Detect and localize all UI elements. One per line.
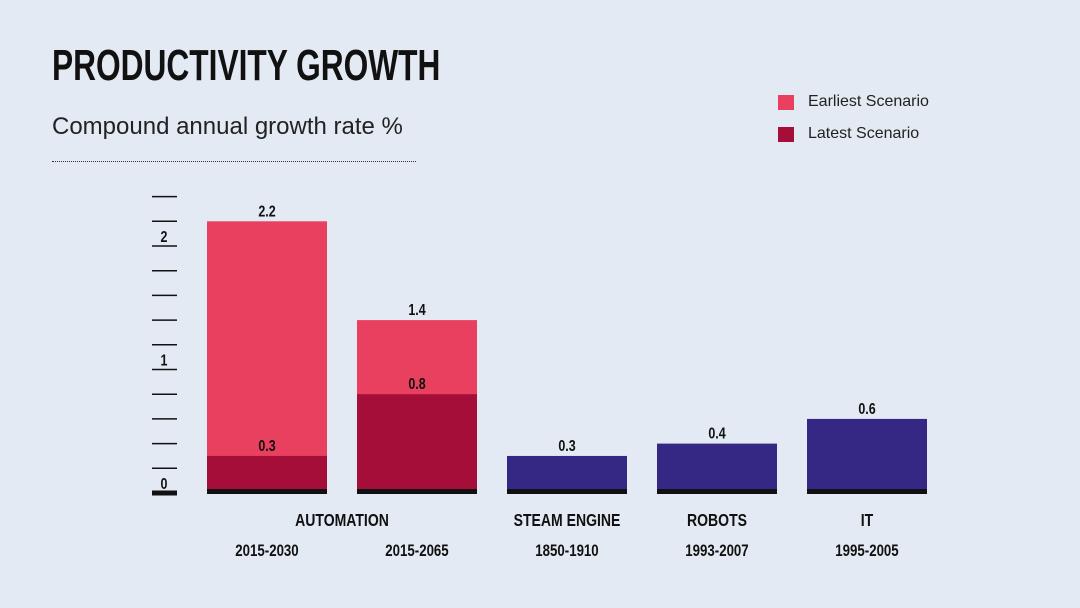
bar-historical [807,418,927,493]
data-label-earliest: 1.4 [408,302,425,320]
data-label-historical: 0.3 [558,438,575,456]
data-label-latest: 0.3 [258,438,275,456]
legend: Earliest Scenario Latest Scenario [778,86,929,150]
bar-baseline [657,489,777,494]
y-tick-label: 0 [161,476,168,494]
bar-historical [507,455,627,493]
bar-baseline [357,489,477,494]
bar-baseline [507,489,627,494]
data-label-historical: 0.4 [708,425,725,443]
bar-baseline [807,489,927,494]
y-tick-label: 1 [161,352,168,370]
legend-label-latest: Latest Scenario [808,125,920,142]
bar-earliest [207,221,327,494]
period-label: 2015-2030 [235,542,298,561]
period-label: 1993-2007 [685,542,748,561]
data-label-historical: 0.6 [858,401,875,419]
legend-swatch-earliest [778,94,794,110]
group-label: IT [861,510,874,530]
period-label: 1995-2005 [835,542,899,561]
bar-latest [357,394,477,493]
data-label-earliest: 2.2 [258,203,275,221]
group-label: AUTOMATION [295,510,389,530]
bar-baseline [207,489,327,494]
legend-label-earliest: Earliest Scenario [808,93,929,110]
title-divider [52,161,416,162]
legend-item-earliest: Earliest Scenario [778,86,929,118]
chart-subtitle: Compound annual growth rate % [52,113,403,140]
legend-item-latest: Latest Scenario [778,118,929,150]
bar-historical [657,443,777,493]
legend-swatch-latest [778,126,794,142]
y-tick-label: 2 [161,229,168,247]
period-label: 2015-2065 [385,542,449,561]
period-label: 1850-1910 [535,542,598,561]
data-label-latest: 0.8 [408,376,425,394]
group-label: ROBOTS [687,510,747,530]
chart-title: PRODUCTIVITY GROWTH [52,41,441,90]
group-label: STEAM ENGINE [514,510,621,530]
bar-latest [207,455,327,493]
